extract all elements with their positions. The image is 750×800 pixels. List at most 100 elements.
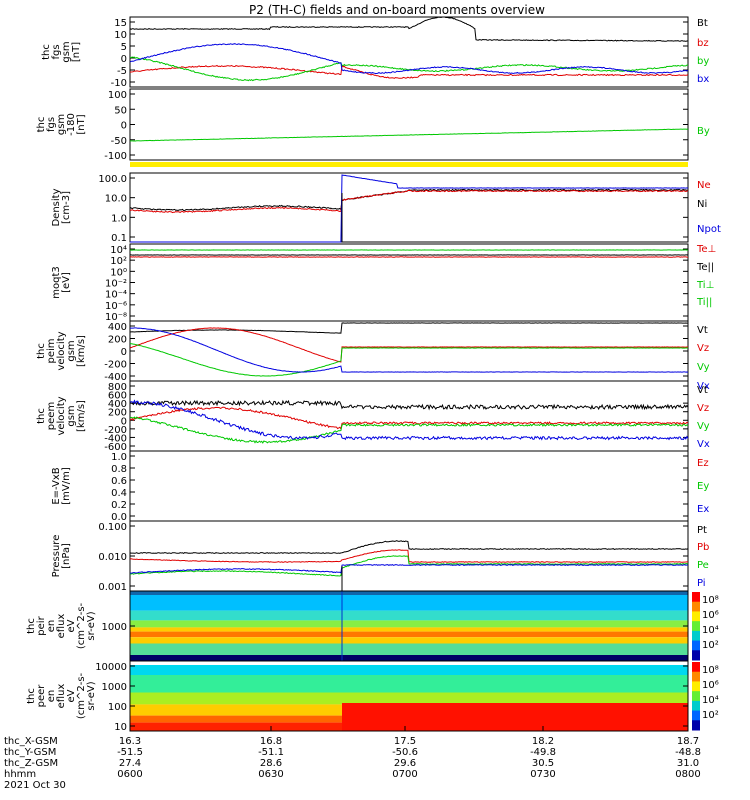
y-tick-label: 0.1 xyxy=(111,233,127,244)
panel-fgs-gsm-angle: 100 50 0 -50 -100 thc fgs gsm -180 [nT] By xyxy=(36,88,710,162)
y-axis-label: thc fgs gsm -180 [nT] xyxy=(36,113,87,136)
y-axis-label-line: [cm-3] xyxy=(61,191,72,224)
heatmap-band xyxy=(130,675,688,693)
y-axis-label-line: thc xyxy=(36,343,47,359)
series-line-green xyxy=(129,128,689,142)
y-tick-label: 0.001 xyxy=(98,582,127,593)
heatmap-band xyxy=(130,661,688,665)
y-tick-label: 10⁻² xyxy=(105,279,127,290)
y-tick-label: 10 xyxy=(114,30,127,41)
legend-entry: Te|| xyxy=(696,262,714,273)
y-axis-label-line: fgs xyxy=(51,44,62,59)
colorbar-segment xyxy=(692,650,700,661)
y-axis-label-line: gsm xyxy=(66,405,77,426)
y-tick-label: 5 xyxy=(121,42,127,53)
y-tick-label: -5 xyxy=(117,66,127,77)
y-axis-label: Density [cm-3] xyxy=(51,188,72,226)
y-tick-label: 600 xyxy=(108,391,127,402)
legend-entry: Te⊥ xyxy=(696,244,716,255)
y-tick-label: -600 xyxy=(104,442,127,453)
y-axis-label-line: Density xyxy=(51,188,62,226)
panel-density: 100.0 10.0 1.0 0.1 Density [cm-3] Ne Ni Npot xyxy=(51,172,721,244)
x-row-label: thc_Z-GSM xyxy=(4,758,58,769)
y-tick-label: 0.8 xyxy=(111,464,127,475)
series-line-blue xyxy=(129,43,689,74)
colorbar-segment xyxy=(692,592,700,603)
y-tick-label: 10⁰ xyxy=(110,267,127,278)
panel-peir-en-eflux: 10⁸ 10⁶ 10⁴ 10² 1000 thc peir en eflux eV (cm^2-s-… xyxy=(26,590,719,662)
y-tick-label: 10.0 xyxy=(105,194,127,205)
panel-peer-en-eflux: 10⁸ 10⁶ 10⁴ 10² 10000 1000 100 10 thc peer en eflux… xyxy=(26,660,719,733)
x-tick-label: 0730 xyxy=(530,769,555,780)
panel-frame xyxy=(129,520,689,592)
y-tick-label: 200 xyxy=(108,335,127,346)
series-line-green xyxy=(129,343,689,377)
legend-entry: Pt xyxy=(697,525,707,536)
panel-frame xyxy=(129,380,689,452)
panel-frame xyxy=(129,450,689,522)
series-line-green xyxy=(130,56,689,82)
y-axis-label-line: (cm^2-s- xyxy=(76,672,87,719)
y-tick-label: 0 xyxy=(121,54,127,65)
colorbar-segment xyxy=(692,621,700,632)
y-axis-label-line: en xyxy=(46,690,57,703)
y-axis-label-line: peir xyxy=(36,615,47,635)
legend-entry: Vz xyxy=(697,343,709,354)
legend-entry: Vt xyxy=(697,385,708,396)
legend-entry: By xyxy=(697,126,710,137)
y-tick-label: 0.6 xyxy=(111,476,127,487)
y-tick-label: 100.0 xyxy=(98,174,127,185)
x-tick-label: -50.6 xyxy=(392,747,418,758)
y-axis-label-line: [mV/m] xyxy=(61,467,72,505)
legend-entry: Vx xyxy=(697,381,710,392)
colorbar-tick: 10⁶ xyxy=(702,610,719,621)
panel-efield: 1.00.80.60.40.20.0 E=-VxB [mV/m] Ez Ey Ex xyxy=(51,450,709,523)
legend-entry: Ne xyxy=(697,180,711,191)
y-axis-label-line: [km/s] xyxy=(76,335,87,367)
colorbar-tick: 10⁸ xyxy=(702,595,719,606)
y-axis-label-line: thc xyxy=(26,688,37,704)
series-line-blue xyxy=(130,174,689,243)
series-line-black xyxy=(129,188,689,212)
legend-entry: Pb xyxy=(697,542,709,553)
y-tick-label: 10000 xyxy=(95,662,127,673)
y-axis-label-line: sr-eV) xyxy=(86,611,97,640)
y-tick-label: 1000 xyxy=(102,622,127,633)
heatmap-band xyxy=(130,637,688,644)
legend-entry: Pi xyxy=(697,578,706,589)
y-axis-label: Pressure [nPa] xyxy=(51,535,72,578)
y-axis-label-line: [km/s] xyxy=(76,400,87,432)
y-tick-label: -400 xyxy=(104,433,127,444)
y-tick-label: -50 xyxy=(111,136,127,147)
y-tick-label: 0.0 xyxy=(111,512,127,523)
panel-frame xyxy=(129,660,689,732)
y-axis-label-line: thc xyxy=(36,408,47,424)
colorbar-segment xyxy=(692,700,700,712)
heatmap-band xyxy=(130,692,688,705)
heatmap-band xyxy=(130,655,688,661)
colorbar-segment xyxy=(692,671,700,682)
y-tick-label: 0.010 xyxy=(98,552,127,563)
y-axis-label-line: eV xyxy=(66,689,77,702)
y-tick-label: 1.0 xyxy=(111,452,127,463)
y-axis-label-line: thc xyxy=(36,117,47,133)
series-line-red xyxy=(129,406,689,431)
colorbar-tick: 10² xyxy=(702,710,719,721)
figure-title: P2 (TH-C) fields and on-board moments ov… xyxy=(249,3,545,17)
series-line-blue xyxy=(130,327,689,373)
y-tick-label: -200 xyxy=(104,360,127,371)
y-tick-label: 800 xyxy=(108,382,127,393)
colorbar-segment xyxy=(692,681,700,692)
y-tick-label: 10² xyxy=(110,256,127,267)
y-axis-label-line: fgs xyxy=(46,117,57,132)
x-tick-label: 16.8 xyxy=(260,736,282,747)
y-tick-label: -200 xyxy=(104,425,127,436)
legend-entry: Ez xyxy=(697,458,709,469)
series-line-red xyxy=(129,64,689,79)
colorbar-segment xyxy=(692,640,700,651)
legend-entry: Vy xyxy=(697,421,710,432)
y-axis-label-line: (cm^2-s- xyxy=(76,602,87,649)
y-axis-label-line: en xyxy=(46,620,57,633)
